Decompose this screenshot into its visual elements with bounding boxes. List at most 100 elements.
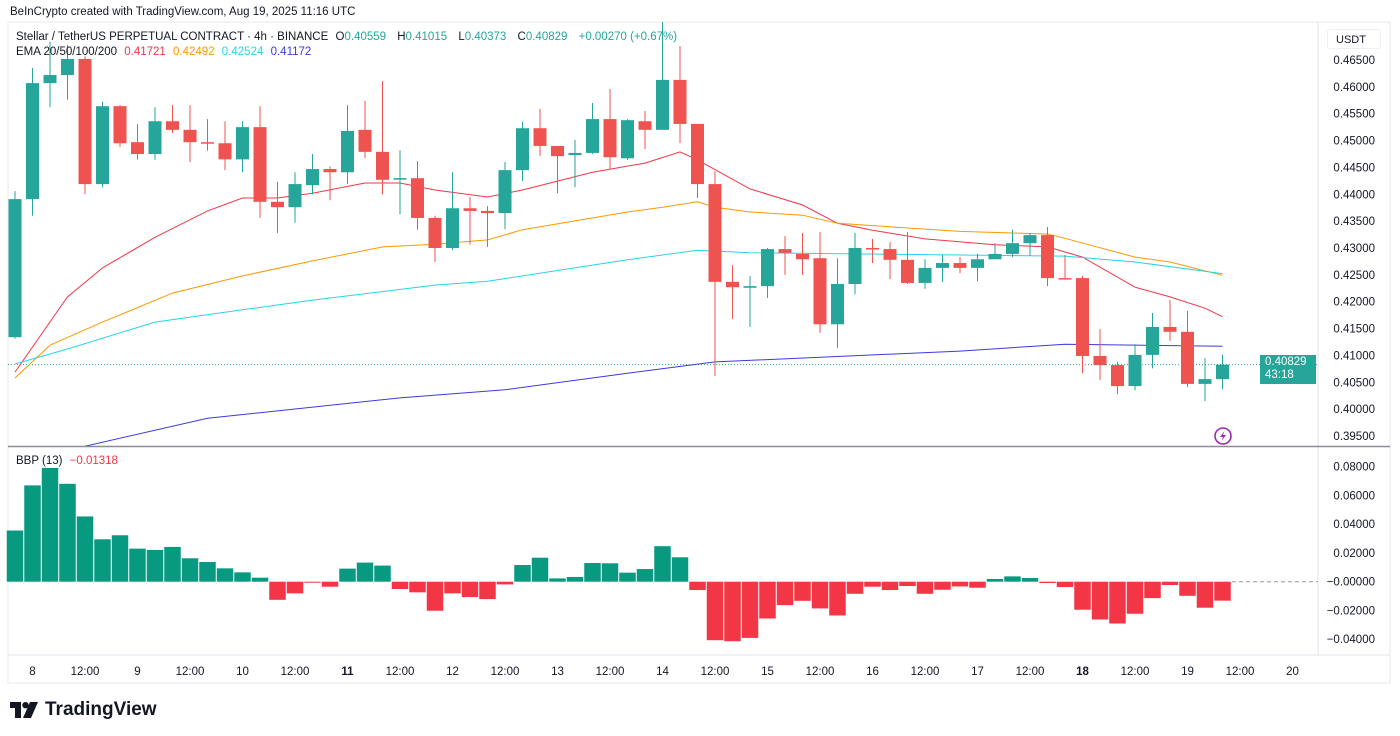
candle[interactable]: [411, 160, 424, 230]
candle[interactable]: [656, 22, 669, 130]
candle[interactable]: [1023, 232, 1037, 257]
candle[interactable]: [306, 154, 319, 195]
bbp-label[interactable]: BBP (13): [16, 455, 63, 467]
time-axis[interactable]: 8 12:00 9 12:00 10 12:00 11 12:00 12 12:00 13 12:00…: [29, 666, 1299, 678]
candle[interactable]: [78, 56, 92, 195]
candle[interactable]: [1128, 344, 1142, 391]
candle[interactable]: [43, 41, 57, 108]
bbp-bar: [986, 578, 1004, 582]
candle[interactable]: [551, 145, 564, 194]
candle[interactable]: [183, 105, 197, 163]
candle[interactable]: [726, 265, 739, 319]
candle[interactable]: [603, 89, 617, 170]
candle[interactable]: [831, 258, 844, 348]
candle[interactable]: [1041, 227, 1054, 287]
candle[interactable]: [743, 275, 757, 327]
candle[interactable]: [166, 105, 179, 134]
time-tick-label: 11: [341, 666, 354, 678]
candle[interactable]: [813, 231, 827, 333]
candle[interactable]: [1006, 229, 1019, 258]
bbp-bar: [1214, 581, 1231, 601]
candle[interactable]: [778, 236, 792, 275]
bbp-bar: [356, 562, 374, 582]
candle[interactable]: [288, 172, 302, 223]
candle[interactable]: [358, 100, 372, 159]
candle[interactable]: [1093, 329, 1107, 381]
candle[interactable]: [271, 181, 284, 233]
candle[interactable]: [446, 172, 459, 251]
candle[interactable]: [796, 232, 809, 275]
candle-body: [1023, 235, 1037, 244]
candle[interactable]: [236, 121, 249, 173]
candle[interactable]: [883, 242, 897, 280]
candle[interactable]: [1181, 310, 1194, 388]
bbp-axis[interactable]: 0.08000 0.06000 0.04000 0.02000 −0.00000 −0.0…: [1327, 462, 1375, 647]
candle[interactable]: [971, 253, 984, 282]
candle[interactable]: [218, 121, 232, 171]
candle[interactable]: [586, 102, 599, 155]
candle[interactable]: [131, 123, 144, 160]
candle[interactable]: [96, 101, 109, 188]
candle[interactable]: [901, 231, 914, 284]
candle[interactable]: [201, 119, 214, 151]
candle[interactable]: [1163, 300, 1177, 341]
candle[interactable]: [988, 243, 1002, 260]
candle[interactable]: [866, 238, 879, 264]
candle[interactable]: [498, 162, 512, 230]
candle[interactable]: [918, 259, 932, 289]
candle[interactable]: [673, 46, 687, 144]
candle[interactable]: [1058, 254, 1072, 280]
lightning-icon[interactable]: [1214, 427, 1232, 445]
candle[interactable]: [691, 123, 704, 199]
ema-label[interactable]: EMA 20/50/100/200: [16, 46, 118, 58]
candle[interactable]: [26, 68, 39, 216]
bbp-bar: [59, 483, 76, 582]
candle[interactable]: [1216, 354, 1229, 390]
candle[interactable]: [953, 257, 967, 274]
candle[interactable]: [428, 215, 442, 262]
candle[interactable]: [341, 105, 354, 185]
candle-body: [831, 283, 844, 325]
candle[interactable]: [936, 254, 949, 282]
price-tick-label: 0.46000: [1333, 82, 1375, 94]
candle[interactable]: [638, 111, 652, 150]
price-tick-label: 0.39500: [1333, 431, 1375, 443]
price-pane[interactable]: [8, 22, 1318, 446]
candle[interactable]: [376, 80, 389, 195]
tradingview-logo[interactable]: TradingView: [10, 699, 157, 721]
candle[interactable]: [8, 191, 22, 339]
price-axis[interactable]: 0.46500 0.46000 0.45500 0.45000 0.44500 0.440…: [1333, 55, 1375, 443]
candle[interactable]: [1146, 312, 1159, 369]
candle[interactable]: [323, 166, 337, 201]
candle-body: [971, 259, 984, 268]
currency-label[interactable]: USDT: [1327, 29, 1381, 49]
bbp-bar: [199, 562, 216, 582]
candle-body: [131, 142, 144, 155]
time-tick-label: 8: [29, 666, 35, 678]
candle[interactable]: [1111, 361, 1124, 395]
candle[interactable]: [708, 171, 722, 376]
high-value: 0.41015: [405, 31, 448, 43]
candle[interactable]: [1198, 358, 1212, 402]
price-tick-label: 0.40000: [1333, 404, 1375, 416]
symbol-title[interactable]: Stellar / TetherUS PERPETUAL CONTRACT · …: [16, 31, 329, 43]
candle[interactable]: [848, 232, 862, 295]
candle[interactable]: [61, 44, 74, 100]
candle[interactable]: [481, 206, 494, 247]
candle[interactable]: [463, 196, 477, 245]
candle[interactable]: [761, 248, 774, 298]
time-tick-label: 12:00: [281, 666, 310, 678]
candle[interactable]: [533, 108, 547, 157]
candle[interactable]: [253, 106, 267, 218]
bbp-pane[interactable]: [6, 467, 1318, 642]
bbp-tick-label: −0.04000: [1327, 634, 1375, 646]
candle[interactable]: [1076, 275, 1089, 374]
candle[interactable]: [516, 121, 529, 181]
candle[interactable]: [113, 105, 127, 148]
candle[interactable]: [148, 107, 162, 160]
candle[interactable]: [568, 140, 582, 188]
candle[interactable]: [393, 150, 407, 215]
bbp-bar: [1056, 581, 1074, 588]
candle[interactable]: [621, 119, 634, 160]
